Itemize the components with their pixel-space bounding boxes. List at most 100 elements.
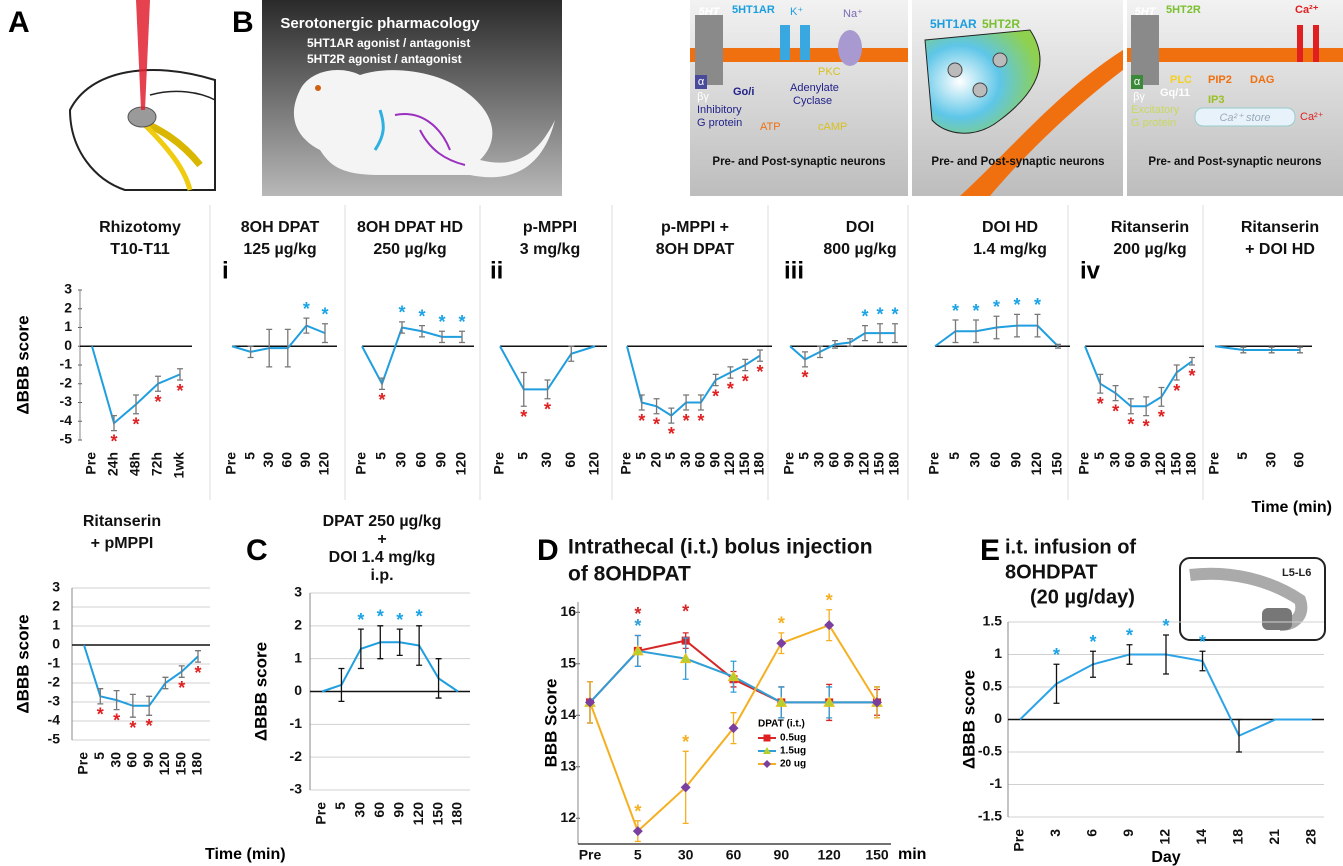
x-tick-label: Pre xyxy=(1011,829,1027,852)
marker xyxy=(631,644,644,656)
chart-title: Intrathecal (i.t.) bolus injection xyxy=(568,536,873,559)
chart-title: i.t. infusion of xyxy=(1005,536,1136,558)
label: cAMP xyxy=(818,121,847,133)
x-tick-label: 48h xyxy=(127,452,143,476)
y-tick-label: 3 xyxy=(52,579,60,595)
significance-star: * xyxy=(154,392,161,412)
panel-label: C xyxy=(246,534,268,567)
significance-star: * xyxy=(113,710,120,730)
significance-star: * xyxy=(110,431,117,451)
x-tick-label: 150 xyxy=(1049,452,1065,476)
y-axis-label: BBB Score xyxy=(541,679,560,768)
error-bar xyxy=(195,650,201,663)
error-bar xyxy=(322,323,328,344)
x-tick-label: 30 xyxy=(107,752,123,768)
label: Na⁺ xyxy=(843,8,863,20)
x-tick-label: 60 xyxy=(987,452,1003,468)
chart-title: 8OH DPAT xyxy=(656,241,735,258)
marker xyxy=(679,652,692,664)
x-tick-label: 30 xyxy=(677,452,693,468)
x-tick-label: 60 xyxy=(1291,452,1307,468)
significance-star: * xyxy=(357,610,364,630)
x-tick-label: 5 xyxy=(1091,452,1107,460)
x-tick-label: 60 xyxy=(562,452,578,468)
error-bar xyxy=(419,324,425,338)
footer: Pre- and Post-synaptic neurons xyxy=(1148,156,1321,168)
x-axis-label: Time (min) xyxy=(205,846,286,863)
significance-star: * xyxy=(653,415,660,435)
label: 5HT1AR xyxy=(732,4,775,16)
label: α xyxy=(1134,76,1141,88)
chart-title: + DOI HD xyxy=(1245,241,1315,258)
legend-label: 20 ug xyxy=(780,759,806,770)
x-tick-label: 1wk xyxy=(171,452,187,479)
error-bar xyxy=(133,394,139,415)
y-tick-label: 2 xyxy=(64,299,72,315)
chart-title: T10-T11 xyxy=(110,241,170,258)
significance-star: * xyxy=(778,614,785,634)
error-bar xyxy=(568,345,575,362)
panel-label: E xyxy=(980,534,1000,567)
x-tick-label: 5 xyxy=(91,752,107,760)
box-title: Serotonergic pharmacology xyxy=(280,15,480,32)
x-tick-label: 180 xyxy=(751,452,767,476)
x-tick-label: 90 xyxy=(1137,452,1153,468)
error-bar xyxy=(1143,396,1150,417)
label: PKC xyxy=(818,66,841,78)
error-bar xyxy=(1014,313,1020,338)
significance-star: * xyxy=(682,732,689,752)
x-tick-label: 120 xyxy=(1028,452,1044,476)
x-axis-label: min xyxy=(898,846,926,863)
error-bar xyxy=(416,625,423,666)
error-bar xyxy=(379,377,385,391)
diagram-synapse: 5HT1AR 5HT2R Pre- and Post-synaptic neur… xyxy=(912,0,1123,196)
chart-title: i.p. xyxy=(370,567,393,584)
error-bar xyxy=(862,324,868,342)
y-tick-label: 13 xyxy=(560,757,576,773)
chart-title: 200 µg/kg xyxy=(1113,241,1186,258)
marker xyxy=(728,723,739,734)
y-tick-label: 3 xyxy=(294,584,302,600)
significance-star: * xyxy=(1089,632,1096,652)
x-tick-label: 60 xyxy=(413,452,429,468)
significance-star: * xyxy=(194,663,201,683)
chart-title: 3 mg/kg xyxy=(520,241,580,258)
error-bar xyxy=(802,351,808,368)
x-tick-label: 120 xyxy=(453,452,469,476)
label: PIP2 xyxy=(1208,74,1232,86)
panel-label: D xyxy=(537,534,559,567)
chart-title: 8OHDPAT xyxy=(1005,561,1098,583)
x-tick-label: 90 xyxy=(841,452,857,468)
x-tick-label: Pre xyxy=(75,752,91,775)
panel-label: B xyxy=(232,6,254,39)
x-tick-label: Pre xyxy=(926,452,942,475)
significance-star: * xyxy=(682,602,689,622)
label: DAG xyxy=(1250,74,1274,86)
chart-title: 250 µg/kg xyxy=(373,241,446,258)
error-bar xyxy=(247,345,254,359)
error-bar xyxy=(177,368,183,381)
error-bar xyxy=(1236,718,1242,753)
error-bar xyxy=(162,676,169,690)
significance-star: * xyxy=(801,368,808,388)
x-tick-label: 90 xyxy=(774,847,790,863)
error-bar xyxy=(1053,663,1060,704)
y-tick-label: -1.5 xyxy=(978,808,1002,824)
chart-title: DOI 1.4 mg/kg xyxy=(329,549,436,566)
x-tick-label: 90 xyxy=(1008,452,1024,468)
significance-star: * xyxy=(668,424,675,444)
chart-title: 1.4 mg/kg xyxy=(973,241,1047,258)
error-bar xyxy=(266,328,273,368)
error-bar xyxy=(284,328,291,368)
significance-star: * xyxy=(861,306,868,326)
x-axis-label: Time (min) xyxy=(1251,499,1332,516)
error-bar xyxy=(399,321,405,334)
x-tick-label: 180 xyxy=(1183,452,1199,476)
chart-title: p-MPPI + xyxy=(661,219,729,236)
x-tick-label: 150 xyxy=(865,847,889,863)
footer: Pre- and Post-synaptic neurons xyxy=(712,156,885,168)
legend-title: DPAT (i.t.) xyxy=(758,719,805,730)
significance-star: * xyxy=(129,718,136,738)
x-tick-label: 60 xyxy=(124,752,140,768)
y-axis-label: ΔBBB score xyxy=(959,670,978,769)
